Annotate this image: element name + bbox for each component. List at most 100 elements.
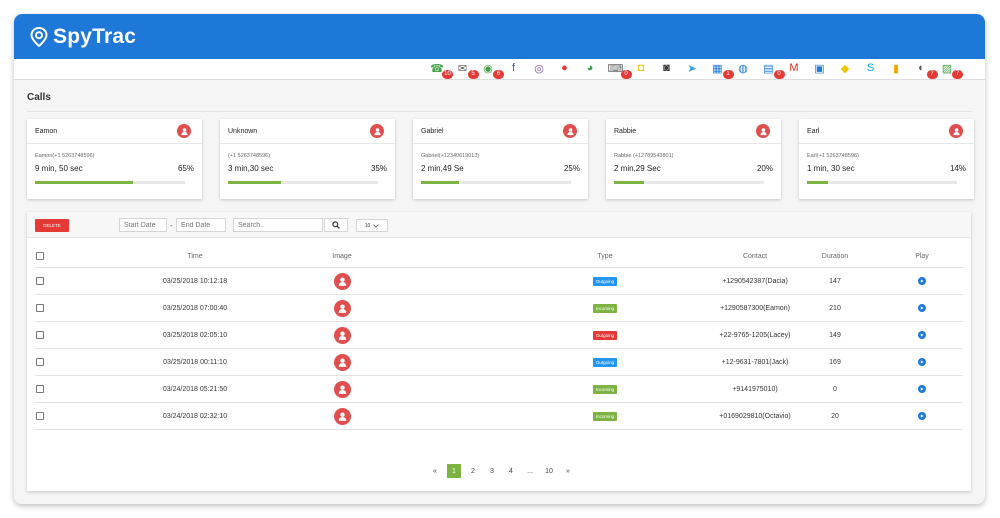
snapchat-icon[interactable]: ◘	[633, 61, 649, 75]
keyboard-icon[interactable]: ⌨ 0	[608, 61, 632, 79]
row-checkbox[interactable]	[36, 277, 44, 285]
calls-table: Time Image Type Contact Duration Play 03…	[35, 245, 963, 430]
delete-button[interactable]: DELETE	[35, 219, 69, 232]
mail-icon[interactable]: ✉ 5	[455, 61, 479, 79]
contact-card[interactable]: Unknown (+1 5263748596) 3 min,30 sec 35%	[220, 119, 395, 199]
play-button[interactable]	[918, 412, 926, 420]
row-duration: 147	[829, 277, 841, 285]
row-checkbox[interactable]	[36, 331, 44, 339]
calendar-icon[interactable]: ▦ 1	[710, 61, 734, 79]
user-icon	[373, 127, 381, 135]
header-duration[interactable]: Duration	[821, 252, 849, 260]
card-percent: 65%	[177, 164, 194, 173]
instagram-icon-glyph: ◙	[663, 62, 670, 74]
end-date-input[interactable]	[176, 218, 226, 232]
avatar	[370, 124, 384, 138]
play-button[interactable]	[918, 358, 926, 366]
row-time: 03/25/2018 07:00:40	[162, 304, 228, 312]
notes-icon[interactable]: ▤ 0	[761, 61, 785, 79]
play-button[interactable]	[918, 304, 926, 312]
tinder-icon[interactable]: ●	[557, 61, 573, 75]
search-button[interactable]	[324, 218, 348, 232]
tinder-icon-glyph: ●	[561, 62, 568, 74]
notification-badge: 10	[442, 70, 453, 79]
card-contact-number: Rabbie (+12789543801)	[614, 153, 674, 159]
user-icon	[338, 277, 346, 286]
table-row[interactable]: 03/25/2018 02:05:10 Outgoing +22-9765-1205…	[35, 322, 963, 349]
telegram-icon-glyph: ➤	[687, 62, 697, 75]
telegram-icon[interactable]: ➤	[684, 61, 700, 75]
notification-badge: 6	[493, 70, 504, 79]
kakao-icon[interactable]: ◆	[837, 61, 853, 75]
row-checkbox[interactable]	[36, 304, 44, 312]
pagination: « 1 2 3 4... 10 »	[428, 464, 580, 478]
phone-icon[interactable]: ☎ 10	[429, 61, 453, 79]
table-row[interactable]: 03/25/2018 07:00:40 Incoming +1290587300(E…	[35, 295, 963, 322]
flickr-icon-glyph: ▣	[814, 62, 825, 75]
play-button[interactable]	[918, 331, 926, 339]
contact-card[interactable]: Rabbie Rabbie (+12789543801) 2 min,29 Sec 2…	[606, 119, 781, 199]
header-contact[interactable]: Contact	[742, 252, 768, 260]
card-header: Gabriel	[413, 119, 588, 144]
pagination-prev[interactable]: «	[433, 467, 437, 475]
card-percent: 25%	[563, 164, 580, 173]
header-type[interactable]: Type	[597, 252, 613, 260]
pagination-ellipsis: ...	[527, 467, 533, 475]
table-row[interactable]: 03/25/2018 10:12:18 Outgoing +1290542387(D…	[35, 268, 963, 295]
whatsapp-icon[interactable]: ◉ 6	[480, 61, 504, 79]
user-icon	[566, 127, 574, 135]
user-icon	[338, 304, 346, 313]
contact-card[interactable]: Eamon Eamon(+1 5263748596) 9 min, 50 sec 65…	[27, 119, 202, 199]
select-all-checkbox[interactable]	[36, 252, 44, 260]
top-navbar: SpyTrac	[14, 14, 985, 59]
table-row[interactable]: 03/25/2018 00:11:10 Outgoing +12-9631-7801…	[35, 349, 963, 376]
avatar	[756, 124, 770, 138]
skype-icon[interactable]: S	[863, 61, 879, 75]
pagination-next[interactable]: »	[566, 467, 570, 475]
flickr-icon[interactable]: ▣	[812, 61, 828, 75]
contact-card[interactable]: Earl Earl(+1 5263748596) 1 min, 30 sec 14%	[799, 119, 974, 199]
facebook-icon[interactable]: f	[506, 61, 522, 75]
viber-icon[interactable]: ◎	[531, 61, 547, 75]
pagination-page[interactable]: 3	[490, 467, 494, 475]
play-icon	[920, 333, 924, 337]
play-icon	[920, 387, 924, 391]
table-row[interactable]: 03/24/2018 02:32:10 Incoming +0169029810(O…	[35, 403, 963, 430]
wechat-icon[interactable]: ◕	[582, 61, 598, 75]
play-button[interactable]	[918, 385, 926, 393]
table-toolbar: DELETE - 10	[27, 212, 971, 238]
start-date-input[interactable]	[119, 218, 167, 232]
contact-card[interactable]: Gabriel Gabriel(+12340619013) 2 min,49 Se 2…	[413, 119, 588, 199]
row-checkbox[interactable]	[36, 385, 44, 393]
search-input[interactable]	[233, 218, 323, 232]
pagination-page[interactable]: 10	[545, 467, 553, 475]
row-checkbox[interactable]	[36, 412, 44, 420]
pagination-page[interactable]: 1	[447, 464, 461, 478]
pagination-page[interactable]: 2	[471, 467, 475, 475]
card-progress-bar	[421, 181, 571, 184]
photos-icon[interactable]: ▨ 7	[939, 61, 963, 79]
logo[interactable]: SpyTrac	[30, 25, 136, 49]
pagination-page[interactable]: 4	[509, 467, 513, 475]
card-duration: 1 min, 30 sec	[807, 164, 855, 173]
card-progress-fill	[35, 181, 133, 184]
instagram-icon[interactable]: ◙	[659, 61, 675, 75]
browser-history-icon[interactable]: ◐ 7	[914, 61, 938, 79]
date-range-separator: -	[170, 221, 173, 230]
photos-icon-glyph: ▨	[941, 62, 953, 75]
hangouts-icon[interactable]: ◍	[735, 61, 751, 75]
gmail-icon[interactable]: M	[786, 61, 802, 75]
notification-badge: 5	[467, 70, 479, 79]
page-size-select[interactable]: 10	[356, 219, 388, 232]
header-time[interactable]: Time	[187, 252, 203, 260]
whatsapp-icon-glyph: ◉	[483, 62, 493, 75]
play-icon	[920, 279, 924, 283]
play-button[interactable]	[918, 277, 926, 285]
row-contact: +12-9631-7801(Jack)	[721, 358, 789, 366]
row-checkbox[interactable]	[36, 358, 44, 366]
notification-badge: 7	[926, 70, 938, 79]
table-row[interactable]: 03/24/2018 05:21:50 Incoming +9141975010) 0	[35, 376, 963, 403]
notification-badge: 7	[952, 70, 963, 79]
row-duration: 20	[831, 412, 839, 420]
files-icon[interactable]: ▮	[888, 61, 904, 75]
